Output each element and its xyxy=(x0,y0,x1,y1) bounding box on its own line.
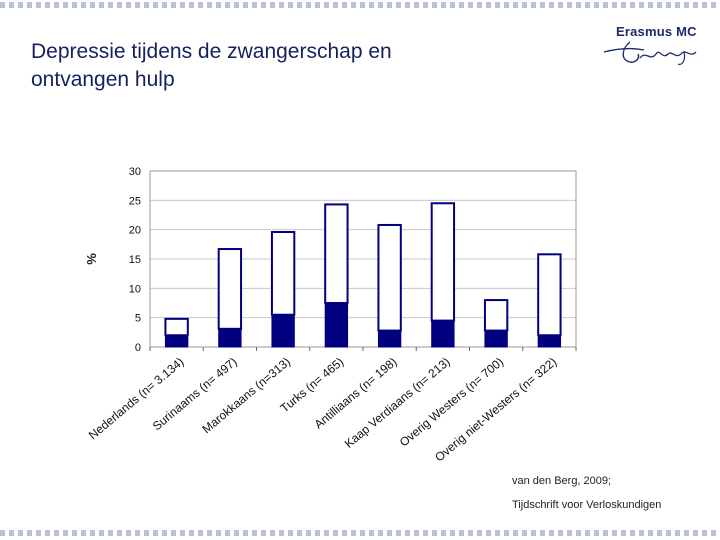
y-tick-label: 25 xyxy=(129,195,141,207)
bar-lower-segment xyxy=(271,314,295,348)
bar-lower-segment xyxy=(377,330,402,348)
bar-lower-segment xyxy=(324,302,349,348)
x-category-label: Nederlands (n= 3.134) xyxy=(86,355,187,443)
bar-upper-segment xyxy=(377,223,402,332)
x-category-label: Marokkaans (n=313) xyxy=(199,355,293,437)
y-tick-label: 20 xyxy=(129,225,141,237)
citation-journal: Tijdschrift voor Verloskundigen xyxy=(512,499,662,511)
y-tick-label: 5 xyxy=(135,313,141,325)
y-tick-label: 30 xyxy=(129,166,141,178)
citation-author: van den Berg, 2009; xyxy=(512,475,612,487)
y-axis-label: % xyxy=(84,253,99,265)
slide-title-line2: ontvangen hulp xyxy=(31,68,175,91)
slide-title-line1: Depressie tijdens de zwangerschap en xyxy=(31,40,392,63)
x-category-label: Overig Westers (n= 700) xyxy=(397,355,506,450)
logo-signature-icon xyxy=(603,41,697,65)
bar-lower-segment xyxy=(484,330,508,348)
bar-upper-segment xyxy=(537,253,562,337)
bar-upper-segment xyxy=(324,203,349,304)
x-category-label: Kaap Verdiaans (n= 213) xyxy=(342,355,453,451)
slide-title: Depressie tijdens de zwangerschap en ont… xyxy=(31,38,551,94)
bar-lower-segment xyxy=(218,328,242,348)
bar-lower-segment xyxy=(164,334,189,348)
y-tick-label: 10 xyxy=(129,283,141,295)
bar-lower-segment xyxy=(431,320,455,348)
bar-upper-segment xyxy=(164,317,189,337)
bottom-dashed-border xyxy=(0,530,720,536)
bar-lower-segment xyxy=(537,334,562,348)
erasmus-mc-logo: Erasmus MC xyxy=(600,22,710,72)
y-tick-label: 15 xyxy=(129,254,141,266)
bar-upper-segment xyxy=(270,231,296,316)
top-dashed-border xyxy=(0,2,720,8)
y-tick-label: 0 xyxy=(135,342,141,354)
logo-text: Erasmus MC xyxy=(616,24,697,39)
bar-upper-segment xyxy=(483,299,509,332)
bar-upper-segment xyxy=(217,248,243,330)
bar-upper-segment xyxy=(430,202,456,322)
